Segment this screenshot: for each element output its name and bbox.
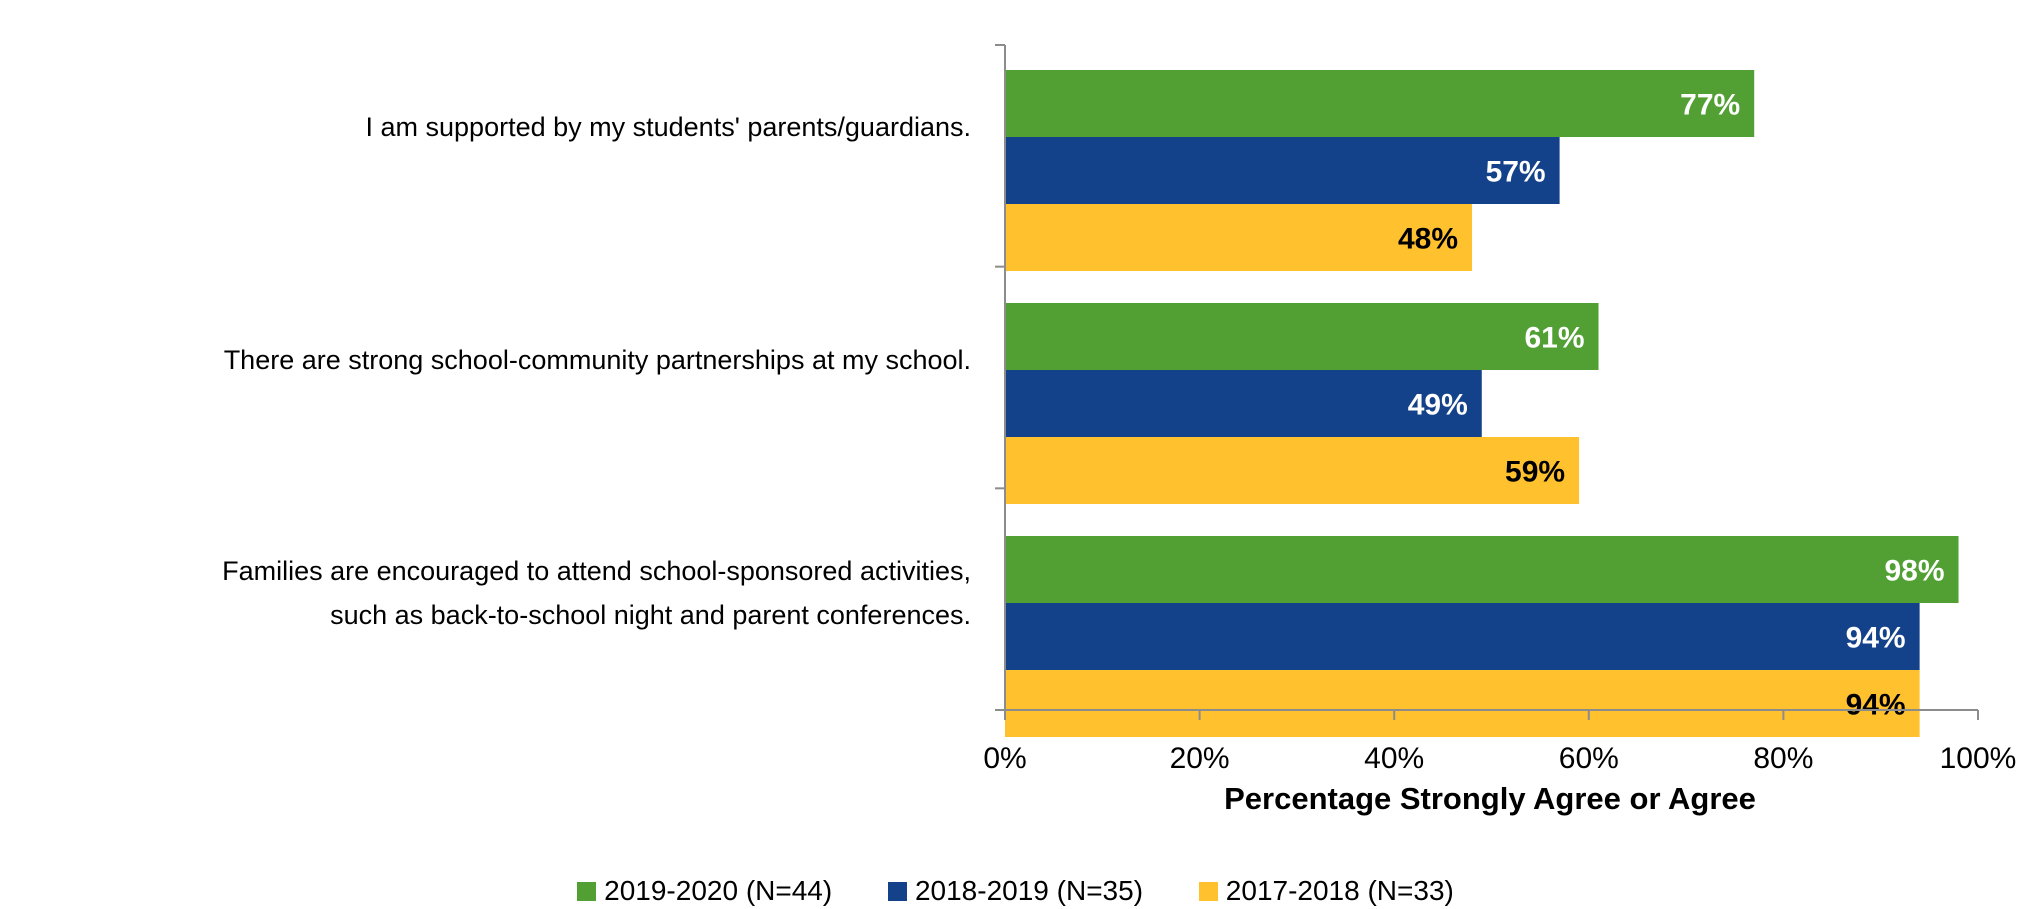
bar-0-2 xyxy=(1005,204,1473,271)
legend-item-2: 2017-2018 (N=33) xyxy=(1198,875,1454,907)
x-tick-label-4: 80% xyxy=(1753,742,1813,775)
legend-label-1: 2018-2019 (N=35) xyxy=(914,875,1144,906)
legend-label-0: 2019-2020 (N=44) xyxy=(604,875,833,906)
bar-0-0 xyxy=(1005,70,1755,137)
x-axis-label: Percentage Strongly Agree or Agree xyxy=(1224,781,1756,816)
bar-1-1 xyxy=(1005,370,1482,437)
data-label-0-2: 48% xyxy=(1398,223,1458,256)
bar-1-0 xyxy=(1005,303,1599,370)
bar-1-2 xyxy=(1005,437,1580,504)
legend-swatch-2 xyxy=(1198,882,1218,901)
data-label-1-1: 49% xyxy=(1408,389,1468,422)
data-label-2-2: 94% xyxy=(1846,689,1906,722)
legend: 2019-2020 (N=44) 2018-2019 (N=35) 2017-2… xyxy=(0,875,2031,907)
x-tick-label-1: 20% xyxy=(1170,742,1230,775)
legend-item-0: 2019-2020 (N=44) xyxy=(577,875,832,907)
data-label-0-0: 77% xyxy=(1680,89,1740,122)
legend-swatch-1 xyxy=(887,882,907,901)
data-label-1-2: 59% xyxy=(1505,456,1565,489)
x-tick-label-0: 0% xyxy=(983,742,1026,775)
data-label-0-1: 57% xyxy=(1486,156,1546,189)
tick-labels-group: 0% 20% 40% 60% 80% 100% xyxy=(983,742,2016,775)
bar-2-2 xyxy=(1005,670,1920,737)
bars-group: 77% 57% 48% 61% 49% 59% 98% 94% 94% xyxy=(1005,70,1959,737)
data-label-2-1: 94% xyxy=(1846,622,1906,655)
x-tick-label-3: 60% xyxy=(1559,742,1619,775)
x-tick-label-2: 40% xyxy=(1364,742,1424,775)
data-label-2-0: 98% xyxy=(1884,555,1944,588)
category-label-2: Families are encouraged to attend school… xyxy=(222,556,971,630)
data-label-1-0: 61% xyxy=(1524,322,1584,355)
axes-group xyxy=(995,44,1979,720)
x-tick-label-5: 100% xyxy=(1940,742,2017,775)
bar-2-1 xyxy=(1005,603,1920,670)
category-label-0: I am supported by my students' parents/g… xyxy=(365,112,971,142)
category-label-1: There are strong school-community partne… xyxy=(223,345,971,375)
bar-0-1 xyxy=(1005,137,1560,204)
legend-item-1: 2018-2019 (N=35) xyxy=(887,875,1144,907)
legend-swatch-0 xyxy=(577,882,597,901)
bar-2-0 xyxy=(1005,536,1959,603)
legend-label-2: 2017-2018 (N=33) xyxy=(1225,875,1454,906)
